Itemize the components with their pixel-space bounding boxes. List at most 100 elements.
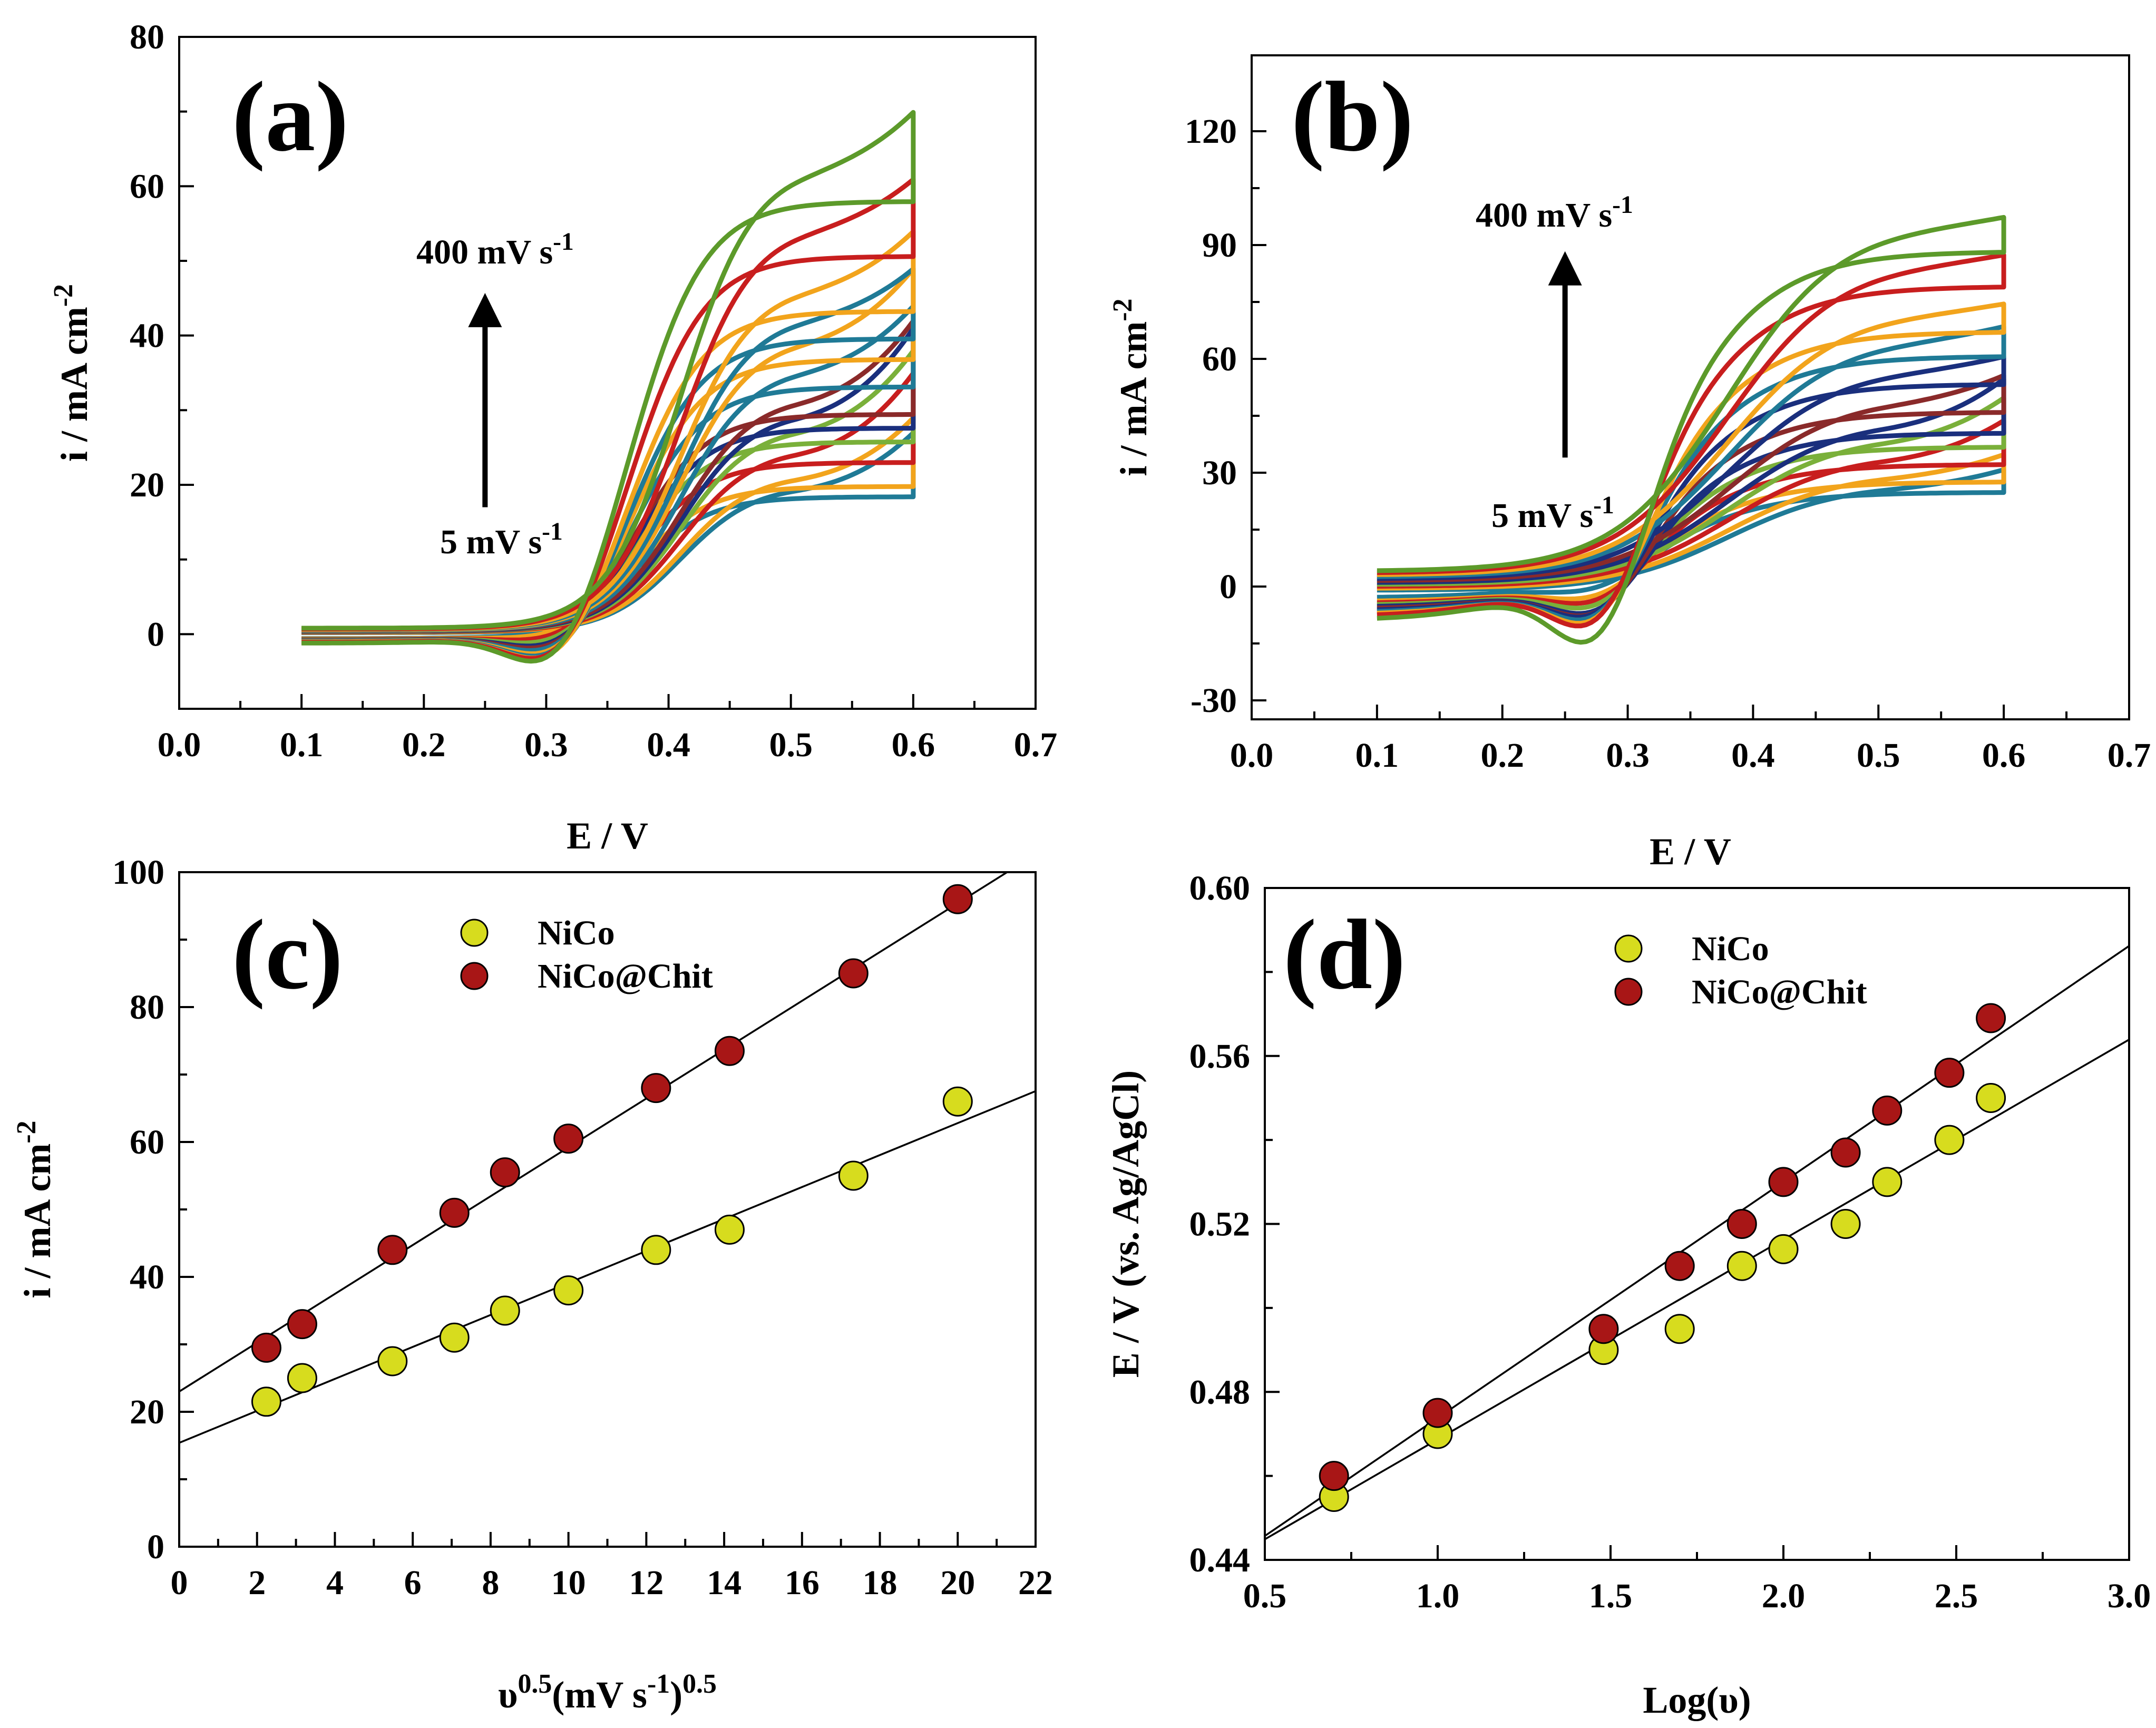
scan-rate-arrowhead (1548, 251, 1582, 286)
y-tick-label: 0.60 (1189, 869, 1251, 907)
legend-marker (460, 919, 489, 947)
data-point (287, 1363, 317, 1393)
data-point (553, 1275, 584, 1306)
data-point (1319, 1461, 1349, 1491)
cv-curves (301, 110, 916, 664)
panel-label: (d) (1283, 900, 1406, 1010)
legend-label: NiCo (1692, 930, 1769, 968)
y-tick-label: 80 (130, 988, 164, 1027)
fit-line (1265, 1039, 2129, 1540)
annotation-low-rate: 5 mV s-1 (1491, 492, 1614, 535)
y-tick-label: 0.56 (1189, 1037, 1251, 1076)
y-tick-label: 0 (147, 1528, 164, 1566)
data-point (1934, 1058, 1965, 1088)
y-tick-label: 80 (130, 18, 164, 56)
legend-label: NiCo (538, 914, 615, 952)
legend-marker (1614, 934, 1643, 963)
panel-d: 0.5 1.0 1.5 2.0 2.5 3.0 0.44 0.48 0.52 0.56 0.60 Ni… (1105, 869, 2151, 1721)
panel-label: (c) (232, 900, 343, 1010)
data-point (1976, 1082, 2006, 1113)
x-tick-label: 4 (326, 1564, 344, 1602)
x-tick-label: 0.1 (1355, 736, 1399, 775)
data-point (251, 1387, 281, 1417)
y-tick-label: 0.48 (1189, 1373, 1251, 1411)
scan-rate-arrowhead (468, 292, 502, 327)
panel-a: 0.0 0.1 0.2 0.3 0.4 0.5 0.6 0.7 0 20 40 60 80 (a) 400 … (48, 18, 1058, 857)
data-point (490, 1157, 520, 1188)
x-tick-label: 0.0 (1230, 736, 1274, 775)
x-tick-label: 22 (1018, 1564, 1053, 1602)
x-tick-label: 0.5 (769, 726, 813, 764)
x-tick-label: 0.2 (402, 726, 446, 764)
x-tick-label: 1.0 (1416, 1577, 1460, 1615)
x-axis-title: υ0.5(mV s-1)0.5 (498, 1669, 717, 1716)
legend-marker (460, 962, 489, 990)
y-tick-label: 60 (130, 1123, 164, 1161)
cv-curve (1377, 354, 2006, 620)
x-tick-label: 0 (171, 1564, 188, 1602)
y-tick-label: 60 (1202, 340, 1237, 378)
cv-curve (1377, 452, 2006, 603)
y-tick-label: 60 (130, 167, 164, 206)
y-axis-title: i / mA cm-2 (1108, 298, 1155, 476)
x-tick-label: 18 (863, 1564, 897, 1602)
y-tick-label: 120 (1185, 112, 1237, 151)
x-tick-label: 2 (248, 1564, 266, 1602)
x-tick-label: 20 (940, 1564, 975, 1602)
data-point (1976, 1003, 2006, 1033)
panel-label: (a) (232, 62, 349, 172)
x-tick-label: 0.2 (1480, 736, 1524, 775)
data-point (1588, 1314, 1619, 1344)
x-tick-label: 3.0 (2108, 1577, 2151, 1615)
legend-label: NiCo@Chit (1692, 973, 1867, 1011)
x-tick-label: 6 (404, 1564, 422, 1602)
annotation-low-rate: 5 mV s-1 (440, 518, 563, 561)
cv-curve (1377, 252, 2006, 629)
y-axis-title: i / mA cm-2 (12, 1120, 59, 1298)
x-tick-label: 0.6 (1982, 736, 2026, 775)
fit-line (179, 1090, 1036, 1444)
data-point (942, 1086, 973, 1117)
legend-label: NiCo@Chit (538, 957, 713, 995)
x-axis-title: Log(υ) (1643, 1679, 1751, 1721)
x-tick-label: 0.3 (524, 726, 568, 764)
x-tick-label: 0.3 (1606, 736, 1650, 775)
x-axis-title: E / V (1650, 831, 1731, 873)
data-point (1872, 1167, 1903, 1197)
cv-curves (1377, 214, 2006, 645)
x-tick-label: 0.5 (1243, 1577, 1287, 1615)
data-point (1830, 1209, 1861, 1239)
data-point (1872, 1095, 1903, 1126)
data-point (838, 958, 869, 989)
data-point (1664, 1251, 1695, 1281)
cv-curve (1377, 214, 2006, 645)
cv-curve (301, 304, 916, 653)
y-tick-label: 0 (1220, 568, 1237, 606)
y-tick-label: 40 (130, 317, 164, 355)
data-point (838, 1160, 869, 1191)
x-tick-label: 1.5 (1589, 1577, 1633, 1615)
x-tick-label: 0.4 (647, 726, 690, 764)
y-tick-label: 0.44 (1189, 1541, 1251, 1579)
y-tick-label: 90 (1202, 226, 1237, 265)
x-tick-label: 12 (629, 1564, 664, 1602)
x-tick-label: 2.0 (1762, 1577, 1806, 1615)
data-point (1664, 1314, 1695, 1344)
data-point (1768, 1167, 1799, 1197)
x-tick-label: 14 (707, 1564, 742, 1602)
x-tick-label: 0.5 (1857, 736, 1900, 775)
data-point (251, 1332, 281, 1363)
data-point (490, 1295, 520, 1326)
fit-line (1265, 945, 2129, 1537)
data-point (439, 1322, 470, 1353)
panel-label: (b) (1291, 62, 1413, 172)
panel-c: 0 2 4 6 8 10 12 14 16 18 20 22 0 20 40 60 80 100 NiCo NiCo@… (12, 853, 1053, 1716)
data-point (377, 1235, 408, 1265)
data-point (1726, 1209, 1757, 1239)
x-tick-label: 8 (482, 1564, 499, 1602)
x-tick-label: 16 (785, 1564, 820, 1602)
cv-curve (1377, 324, 2006, 622)
y-tick-label: 100 (112, 853, 164, 892)
fit-line (179, 872, 1009, 1393)
